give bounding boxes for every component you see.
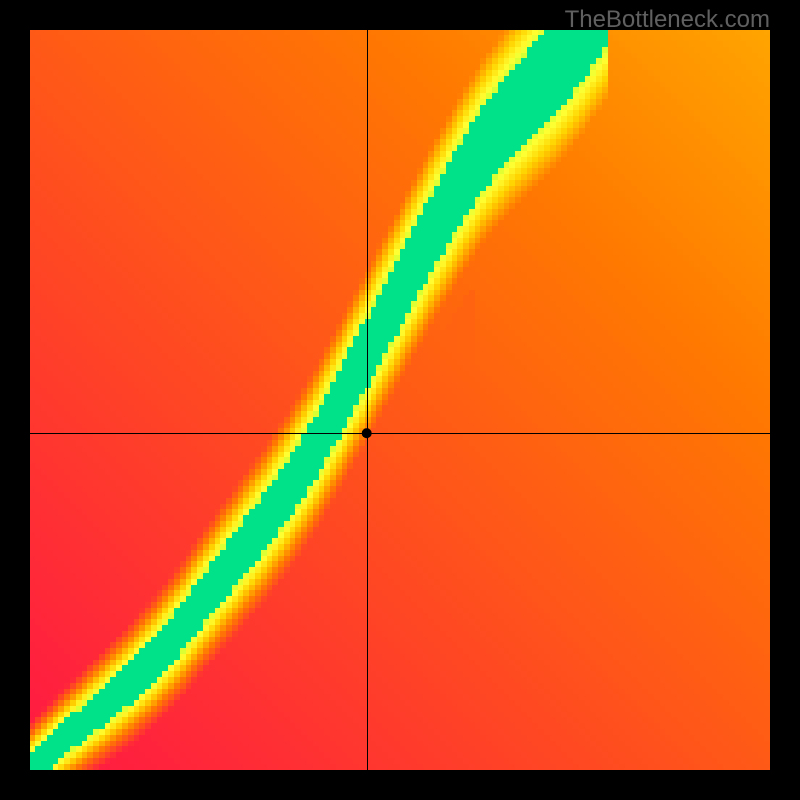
bottleneck-heatmap xyxy=(30,30,770,770)
chart-frame: TheBottleneck.com xyxy=(0,0,800,800)
